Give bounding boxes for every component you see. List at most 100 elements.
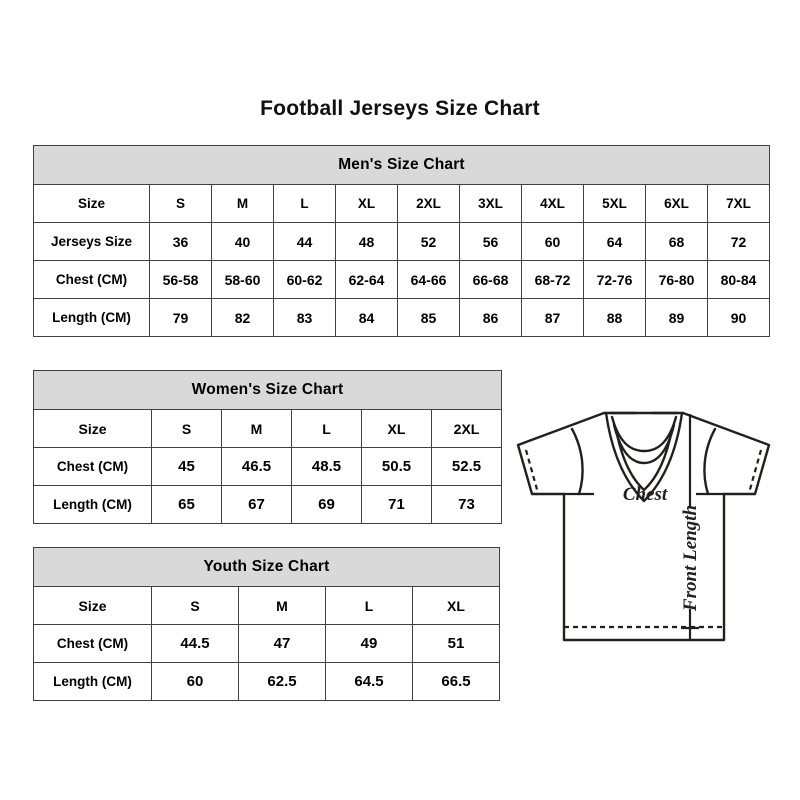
front-length-label: Front Length [680, 505, 701, 612]
cell-value: 72 [707, 222, 770, 261]
womens-header-xl: XL [361, 409, 432, 448]
table-row: Chest (CM) 44.5 47 49 51 [33, 624, 500, 663]
cell-value: 46.5 [221, 447, 292, 486]
mens-size-table: Men's Size Chart Size S M L XL 2XL 3XL 4… [33, 145, 770, 337]
cell-value: 86 [459, 298, 522, 337]
cell-value: 84 [335, 298, 398, 337]
mens-header-xl: XL [335, 184, 398, 223]
cell-value: 58-60 [211, 260, 274, 299]
cell-value: 85 [397, 298, 460, 337]
cell-value: 56-58 [149, 260, 212, 299]
cell-value: 88 [583, 298, 646, 337]
womens-header-2xl: 2XL [431, 409, 502, 448]
youth-size-table: Youth Size Chart Size S M L XL Chest (CM… [33, 547, 500, 701]
cell-value: 82 [211, 298, 274, 337]
womens-table-title-row: Women's Size Chart [33, 370, 502, 410]
jersey-measurement-diagram: Chest Front Length [500, 395, 785, 685]
cell-value: 52.5 [431, 447, 502, 486]
womens-table-title: Women's Size Chart [33, 370, 502, 410]
right-cuff-dashed-line [747, 449, 763, 494]
cell-value: 68-72 [521, 260, 584, 299]
cell-value: 44 [273, 222, 336, 261]
left-armhole-seam [570, 427, 584, 496]
womens-header-m: M [221, 409, 292, 448]
row-label: Chest (CM) [33, 260, 150, 299]
collar-inner-curve-1 [610, 415, 678, 453]
left-cuff-dashed-line [524, 449, 540, 494]
youth-table-title-row: Youth Size Chart [33, 547, 500, 587]
row-label: Length (CM) [33, 662, 152, 701]
row-label: Length (CM) [33, 298, 150, 337]
cell-value: 73 [431, 485, 502, 524]
cell-value: 50.5 [361, 447, 432, 486]
mens-header-4xl: 4XL [521, 184, 584, 223]
cell-value: 60 [521, 222, 584, 261]
right-armhole-seam [703, 427, 717, 496]
cell-value: 62-64 [335, 260, 398, 299]
mens-table-body: Men's Size Chart Size S M L XL 2XL 3XL 4… [33, 145, 770, 337]
cell-value: 68 [645, 222, 708, 261]
mens-header-6xl: 6XL [645, 184, 708, 223]
cell-value: 40 [211, 222, 274, 261]
womens-header-l: L [291, 409, 362, 448]
womens-table-body: Women's Size Chart Size S M L XL 2XL Che… [33, 370, 502, 524]
womens-size-table: Women's Size Chart Size S M L XL 2XL Che… [33, 370, 502, 524]
cell-value: 56 [459, 222, 522, 261]
youth-header-s: S [151, 586, 239, 625]
mens-header-7xl: 7XL [707, 184, 770, 223]
cell-value: 60-62 [273, 260, 336, 299]
mens-header-m: M [211, 184, 274, 223]
cell-value: 67 [221, 485, 292, 524]
youth-header-m: M [238, 586, 326, 625]
mens-table-title-row: Men's Size Chart [33, 145, 770, 185]
cell-value: 79 [149, 298, 212, 337]
cell-value: 64.5 [325, 662, 413, 701]
cell-value: 60 [151, 662, 239, 701]
mens-table-title: Men's Size Chart [33, 145, 770, 185]
cell-value: 64 [583, 222, 646, 261]
womens-header-s: S [151, 409, 222, 448]
row-label: Jerseys Size [33, 222, 150, 261]
v-neck-inner [614, 427, 674, 492]
mens-header-2xl: 2XL [397, 184, 460, 223]
cell-value: 62.5 [238, 662, 326, 701]
cell-value: 89 [645, 298, 708, 337]
row-label: Chest (CM) [33, 447, 152, 486]
cell-value: 83 [273, 298, 336, 337]
cell-value: 76-80 [645, 260, 708, 299]
v-neck-outer [604, 411, 684, 503]
table-row: Length (CM) 79 82 83 84 85 86 87 88 89 9… [33, 298, 770, 337]
table-row: Length (CM) 60 62.5 64.5 66.5 [33, 662, 500, 701]
cell-value: 44.5 [151, 624, 239, 663]
table-row: Chest (CM) 45 46.5 48.5 50.5 52.5 [33, 447, 502, 486]
cell-value: 52 [397, 222, 460, 261]
mens-table-header-row: Size S M L XL 2XL 3XL 4XL 5XL 6XL 7XL [33, 184, 770, 223]
page-title: Football Jerseys Size Chart [260, 97, 540, 120]
chest-label: Chest [623, 484, 668, 505]
youth-table-title: Youth Size Chart [33, 547, 500, 587]
mens-header-size: Size [33, 184, 150, 223]
row-label: Chest (CM) [33, 624, 152, 663]
cell-value: 66.5 [412, 662, 500, 701]
table-row: Jerseys Size 36 40 44 48 52 56 60 64 68 … [33, 222, 770, 261]
cell-value: 48 [335, 222, 398, 261]
front-length-measure-line [681, 414, 699, 640]
cell-value: 48.5 [291, 447, 362, 486]
womens-table-header-row: Size S M L XL 2XL [33, 409, 502, 448]
mens-header-5xl: 5XL [583, 184, 646, 223]
cell-value: 72-76 [583, 260, 646, 299]
cell-value: 69 [291, 485, 362, 524]
cell-value: 36 [149, 222, 212, 261]
cell-value: 64-66 [397, 260, 460, 299]
cell-value: 51 [412, 624, 500, 663]
cell-value: 65 [151, 485, 222, 524]
cell-value: 80-84 [707, 260, 770, 299]
table-row: Chest (CM) 56-58 58-60 60-62 62-64 64-66… [33, 260, 770, 299]
cell-value: 87 [521, 298, 584, 337]
youth-header-xl: XL [412, 586, 500, 625]
youth-header-size: Size [33, 586, 152, 625]
cell-value: 45 [151, 447, 222, 486]
cell-value: 71 [361, 485, 432, 524]
cell-value: 47 [238, 624, 326, 663]
mens-header-3xl: 3XL [459, 184, 522, 223]
